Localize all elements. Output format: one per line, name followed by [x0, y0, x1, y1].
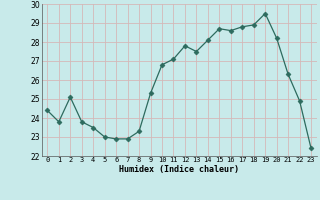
- X-axis label: Humidex (Indice chaleur): Humidex (Indice chaleur): [119, 165, 239, 174]
